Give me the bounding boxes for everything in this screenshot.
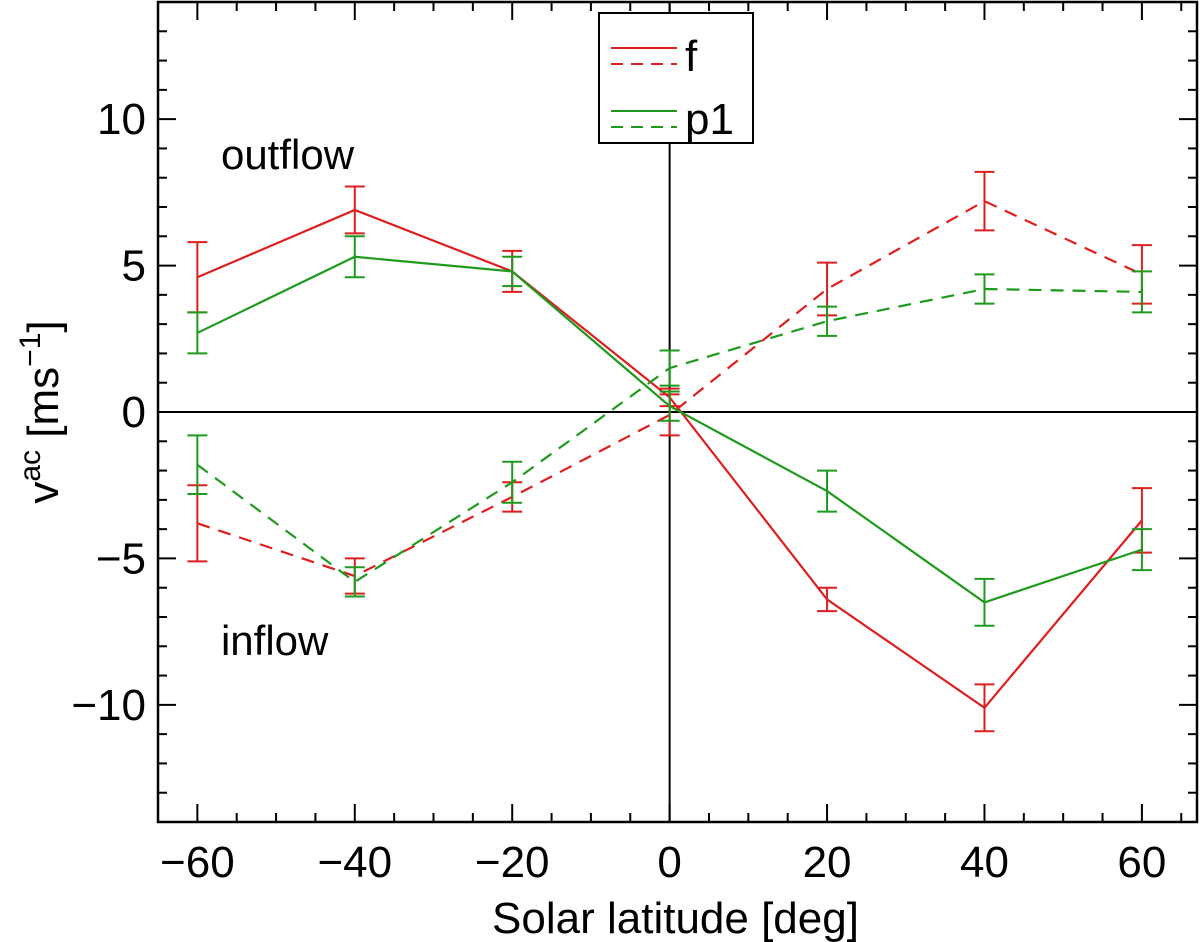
error-bar — [187, 484, 208, 563]
error-bar — [817, 305, 838, 337]
error-bar — [1131, 270, 1152, 314]
error-bar — [344, 235, 365, 279]
error-bar — [502, 460, 523, 504]
legend-entry: p1 — [611, 95, 734, 144]
frame-layer — [156, 0, 1199, 824]
error-bar — [974, 273, 995, 305]
error-bar — [659, 390, 680, 422]
y-tick-label: −5 — [96, 534, 146, 583]
y-axis-title-part: ] — [19, 320, 68, 332]
error-bar — [974, 170, 995, 232]
legend-entry: f — [611, 32, 698, 81]
error-bar — [187, 241, 208, 314]
x-axis-title: Solar latitude [deg] — [492, 894, 859, 942]
y-axis-title-superscript: ac — [14, 450, 47, 482]
error-bar — [817, 586, 838, 613]
x-tick-label: −40 — [317, 838, 392, 887]
annotation-label: inflow — [221, 617, 329, 664]
legend: f p1 — [598, 12, 754, 144]
legend-label: p1 — [685, 95, 734, 144]
y-tick-label: −10 — [71, 681, 146, 730]
y-axis-title-superscript: −1 — [14, 333, 47, 367]
y-axis-title-part: [ms — [19, 367, 68, 450]
error-bar — [974, 577, 995, 627]
annotation-label: outflow — [221, 131, 355, 178]
error-bar — [974, 683, 995, 733]
error-bar — [502, 255, 523, 288]
y-tick-label: 0 — [122, 388, 146, 437]
legend-label: f — [685, 32, 698, 81]
text-layer: −60 −40 −20 0 20 40 60 −10 −5 0 5 10 Solar latitude … — [14, 95, 1166, 942]
error-bar — [344, 185, 365, 235]
x-tick-label: −60 — [160, 838, 235, 887]
error-bar — [187, 311, 208, 355]
x-tick-label: 60 — [1117, 838, 1166, 887]
series-3 — [187, 270, 1152, 598]
x-tick-label: 20 — [803, 838, 852, 887]
error-bar — [659, 349, 680, 387]
y-axis-title: vac [ms−1] — [14, 320, 68, 503]
error-bar — [344, 566, 365, 598]
y-axis-title-part: v — [19, 482, 68, 504]
error-bar — [1131, 528, 1152, 572]
series-2 — [187, 235, 1152, 627]
series-layer — [187, 170, 1152, 733]
x-tick-label: 40 — [960, 838, 1009, 887]
y-tick-label: 5 — [122, 242, 146, 291]
x-tick-label: −20 — [475, 838, 550, 887]
error-bar — [817, 469, 838, 513]
legend-box — [598, 12, 754, 144]
x-tick-label: 0 — [657, 838, 681, 887]
y-tick-label: 10 — [97, 95, 146, 144]
error-bar — [187, 434, 208, 495]
